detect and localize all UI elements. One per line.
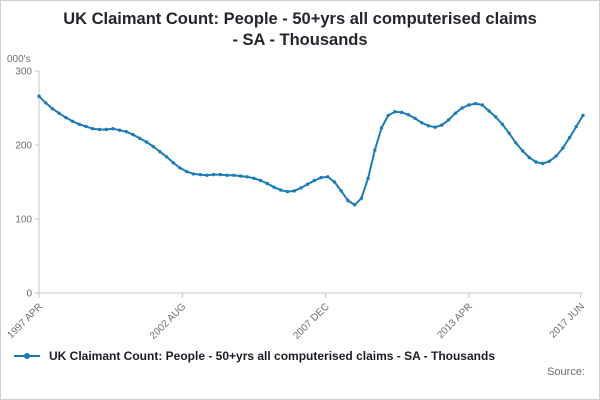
x-tick-label: 2013 APR xyxy=(435,301,475,341)
x-tick-label: 1997 APR xyxy=(5,301,45,341)
y-axis: 0 100 200 300 000's xyxy=(7,54,40,300)
legend: UK Claimant Count: People - 50+yrs all c… xyxy=(1,349,599,363)
chart-title-line1: UK Claimant Count: People - 50+yrs all c… xyxy=(63,10,537,28)
x-tick-label: 2017 JUN xyxy=(548,301,587,340)
chart-title-line2: - SA - Thousands xyxy=(232,31,368,49)
x-tick-label: 2007 DEC xyxy=(291,301,331,341)
y-tick-label: 0 xyxy=(26,289,32,300)
x-tick-label: 2002 AUG xyxy=(148,301,189,342)
legend-line-icon xyxy=(14,353,40,359)
y-tick-label: 200 xyxy=(15,141,32,152)
chart-title: UK Claimant Count: People - 50+yrs all c… xyxy=(1,1,599,51)
series-line xyxy=(38,95,584,206)
y-tick-label: 100 xyxy=(15,215,32,226)
x-axis: 1997 APR 2002 AUG 2007 DEC 2013 APR 2017 JUN xyxy=(5,292,587,342)
series-markers xyxy=(37,94,585,207)
y-tick-label: 300 xyxy=(15,67,32,78)
y-axis-unit-label: 000's xyxy=(7,54,31,65)
line-chart-plot[interactable]: 0 100 200 300 000's 1997 APR 2002 AUG 2007 DEC 2… xyxy=(1,51,600,347)
source-label: Source: xyxy=(547,366,585,378)
legend-series-label[interactable]: UK Claimant Count: People - 50+yrs all c… xyxy=(49,349,495,363)
